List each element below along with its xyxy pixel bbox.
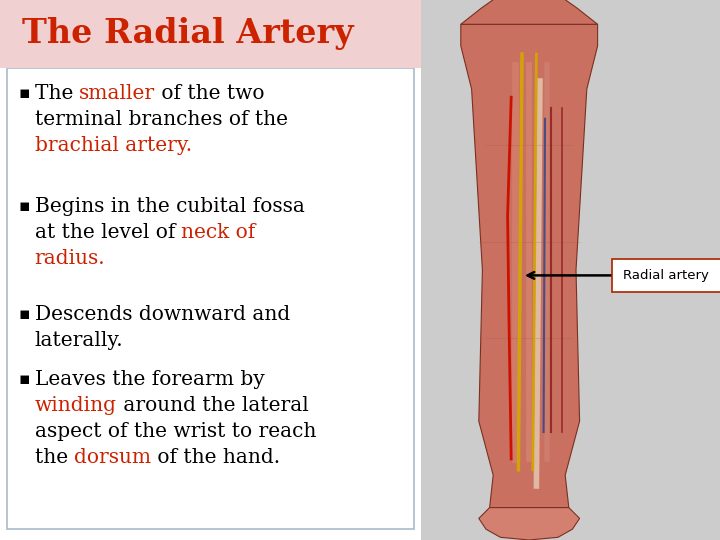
Polygon shape bbox=[461, 0, 598, 24]
Text: ▪: ▪ bbox=[18, 305, 30, 323]
Text: neck of: neck of bbox=[181, 223, 256, 242]
Polygon shape bbox=[461, 24, 598, 508]
FancyBboxPatch shape bbox=[421, 0, 720, 540]
Text: laterally.: laterally. bbox=[35, 331, 123, 350]
Text: of the hand.: of the hand. bbox=[151, 448, 280, 467]
Text: Radial artery: Radial artery bbox=[623, 269, 709, 282]
FancyBboxPatch shape bbox=[7, 68, 414, 529]
Text: terminal branches of the: terminal branches of the bbox=[35, 110, 287, 129]
Text: The: The bbox=[35, 84, 79, 103]
Text: ▪: ▪ bbox=[18, 370, 30, 388]
Text: dorsum: dorsum bbox=[74, 448, 151, 467]
Text: brachial artery.: brachial artery. bbox=[35, 136, 192, 154]
Text: smaller: smaller bbox=[79, 84, 156, 103]
Text: ▪: ▪ bbox=[18, 84, 30, 102]
Text: of the two: of the two bbox=[156, 84, 265, 103]
Text: winding: winding bbox=[35, 396, 117, 415]
Text: ▪: ▪ bbox=[18, 197, 30, 215]
FancyBboxPatch shape bbox=[0, 0, 421, 68]
Text: Leaves the forearm by: Leaves the forearm by bbox=[35, 370, 264, 389]
Text: Begins in the cubital fossa: Begins in the cubital fossa bbox=[35, 197, 305, 216]
Text: The Radial Artery: The Radial Artery bbox=[22, 17, 354, 50]
Text: radius.: radius. bbox=[35, 249, 105, 268]
Polygon shape bbox=[479, 508, 580, 540]
Text: at the level of: at the level of bbox=[35, 223, 181, 242]
Text: the: the bbox=[35, 448, 74, 467]
Text: aspect of the wrist to reach: aspect of the wrist to reach bbox=[35, 422, 316, 441]
FancyBboxPatch shape bbox=[612, 259, 720, 292]
Text: Descends downward and: Descends downward and bbox=[35, 305, 290, 324]
Text: around the lateral: around the lateral bbox=[117, 396, 308, 415]
